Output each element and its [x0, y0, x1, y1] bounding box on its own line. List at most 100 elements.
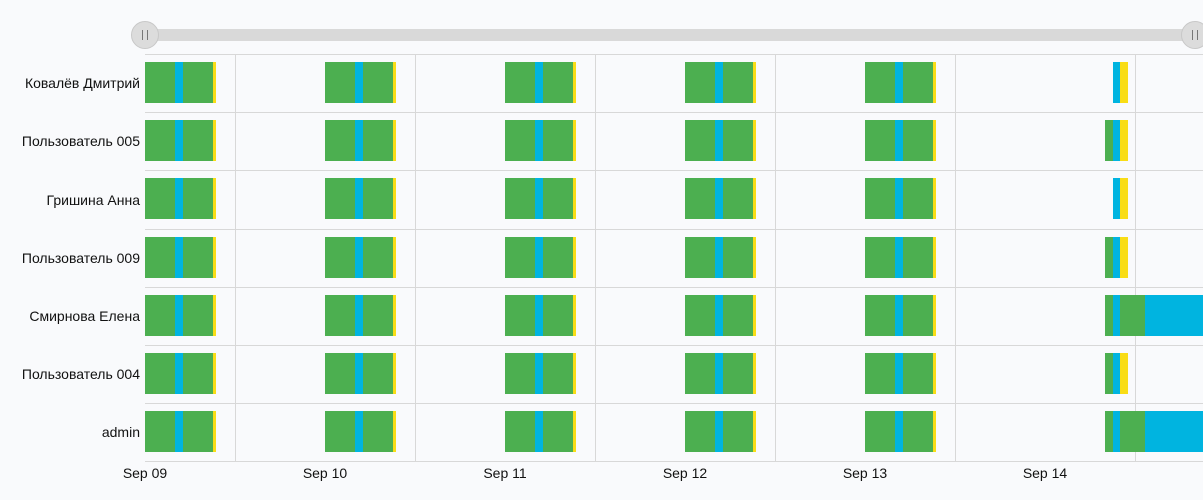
timeline-segment-blue[interactable] [535, 178, 543, 219]
timeline-segment-green[interactable] [145, 353, 175, 394]
timeline-segment-blue[interactable] [895, 178, 903, 219]
timeline-segment-yellow[interactable] [933, 178, 936, 219]
timeline-segment-green[interactable] [685, 295, 715, 336]
range-slider-track[interactable] [145, 29, 1195, 41]
timeline-segment-green[interactable] [145, 411, 175, 452]
timeline-segment-green[interactable] [325, 295, 355, 336]
timeline-segment-yellow[interactable] [753, 295, 756, 336]
timeline-segment-blue[interactable] [1145, 295, 1203, 336]
timeline-segment-green[interactable] [543, 295, 573, 336]
timeline-segment-yellow[interactable] [393, 353, 396, 394]
timeline-segment-yellow[interactable] [393, 295, 396, 336]
timeline-segment-blue[interactable] [355, 237, 363, 278]
timeline-segment-blue[interactable] [895, 411, 903, 452]
timeline-segment-green[interactable] [183, 62, 213, 103]
timeline-segment-green[interactable] [865, 120, 895, 161]
range-slider-left-handle[interactable] [131, 21, 159, 49]
timeline-segment-green[interactable] [363, 62, 393, 103]
timeline-segment-blue[interactable] [895, 62, 903, 103]
timeline-segment-blue[interactable] [175, 178, 183, 219]
timeline-segment-green[interactable] [1105, 295, 1113, 336]
timeline-segment-green[interactable] [543, 353, 573, 394]
timeline-segment-green[interactable] [363, 411, 393, 452]
timeline-segment-blue[interactable] [175, 411, 183, 452]
timeline-segment-green[interactable] [1105, 120, 1113, 161]
timeline-segment-yellow[interactable] [213, 62, 216, 103]
timeline-segment-yellow[interactable] [1120, 353, 1128, 394]
timeline-segment-yellow[interactable] [933, 120, 936, 161]
timeline-segment-green[interactable] [505, 353, 535, 394]
timeline-segment-blue[interactable] [1145, 411, 1203, 452]
timeline-segment-yellow[interactable] [573, 178, 576, 219]
timeline-segment-yellow[interactable] [1120, 237, 1128, 278]
timeline-segment-green[interactable] [723, 237, 753, 278]
timeline-segment-green[interactable] [1120, 411, 1145, 452]
timeline-segment-green[interactable] [865, 62, 895, 103]
timeline-segment-green[interactable] [363, 120, 393, 161]
timeline-segment-blue[interactable] [1113, 178, 1120, 219]
timeline-segment-green[interactable] [685, 237, 715, 278]
timeline-segment-yellow[interactable] [753, 411, 756, 452]
timeline-segment-blue[interactable] [715, 353, 723, 394]
timeline-segment-green[interactable] [543, 178, 573, 219]
timeline-segment-green[interactable] [865, 237, 895, 278]
timeline-segment-yellow[interactable] [213, 178, 216, 219]
timeline-segment-green[interactable] [903, 178, 933, 219]
timeline-segment-blue[interactable] [535, 120, 543, 161]
timeline-segment-green[interactable] [145, 178, 175, 219]
timeline-segment-blue[interactable] [1113, 62, 1120, 103]
timeline-segment-blue[interactable] [1113, 411, 1120, 452]
timeline-segment-blue[interactable] [535, 353, 543, 394]
timeline-segment-yellow[interactable] [213, 353, 216, 394]
timeline-segment-yellow[interactable] [573, 353, 576, 394]
timeline-segment-yellow[interactable] [213, 120, 216, 161]
timeline-segment-green[interactable] [865, 178, 895, 219]
timeline-segment-green[interactable] [723, 178, 753, 219]
timeline-segment-green[interactable] [363, 178, 393, 219]
timeline-segment-blue[interactable] [1113, 353, 1120, 394]
timeline-segment-yellow[interactable] [933, 295, 936, 336]
timeline-segment-green[interactable] [903, 62, 933, 103]
range-slider-right-handle[interactable] [1181, 21, 1203, 49]
timeline-segment-blue[interactable] [355, 353, 363, 394]
timeline-segment-green[interactable] [183, 353, 213, 394]
timeline-segment-blue[interactable] [175, 295, 183, 336]
timeline-segment-green[interactable] [865, 295, 895, 336]
timeline-segment-green[interactable] [145, 237, 175, 278]
timeline-segment-green[interactable] [325, 62, 355, 103]
timeline-segment-blue[interactable] [1113, 120, 1120, 161]
timeline-segment-green[interactable] [145, 62, 175, 103]
timeline-segment-green[interactable] [723, 411, 753, 452]
timeline-segment-blue[interactable] [895, 295, 903, 336]
timeline-segment-green[interactable] [685, 353, 715, 394]
timeline-segment-green[interactable] [723, 295, 753, 336]
timeline-segment-blue[interactable] [895, 120, 903, 161]
timeline-segment-yellow[interactable] [573, 295, 576, 336]
timeline-segment-green[interactable] [685, 411, 715, 452]
timeline-segment-green[interactable] [183, 237, 213, 278]
timeline-segment-green[interactable] [903, 295, 933, 336]
timeline-segment-yellow[interactable] [933, 411, 936, 452]
timeline-segment-yellow[interactable] [213, 295, 216, 336]
timeline-segment-green[interactable] [685, 120, 715, 161]
timeline-segment-yellow[interactable] [1120, 178, 1128, 219]
timeline-segment-green[interactable] [505, 295, 535, 336]
timeline-segment-green[interactable] [685, 178, 715, 219]
timeline-segment-green[interactable] [723, 353, 753, 394]
timeline-segment-blue[interactable] [895, 353, 903, 394]
timeline-segment-yellow[interactable] [393, 62, 396, 103]
timeline-segment-green[interactable] [363, 295, 393, 336]
timeline-segment-yellow[interactable] [753, 237, 756, 278]
timeline-segment-green[interactable] [325, 178, 355, 219]
timeline-segment-blue[interactable] [355, 62, 363, 103]
timeline-segment-green[interactable] [505, 237, 535, 278]
timeline-segment-yellow[interactable] [1120, 62, 1128, 103]
timeline-segment-blue[interactable] [535, 62, 543, 103]
timeline-segment-green[interactable] [685, 62, 715, 103]
timeline-segment-green[interactable] [723, 120, 753, 161]
timeline-segment-yellow[interactable] [573, 237, 576, 278]
timeline-segment-green[interactable] [325, 120, 355, 161]
timeline-segment-green[interactable] [1105, 237, 1113, 278]
timeline-segment-blue[interactable] [355, 411, 363, 452]
timeline-segment-yellow[interactable] [393, 411, 396, 452]
